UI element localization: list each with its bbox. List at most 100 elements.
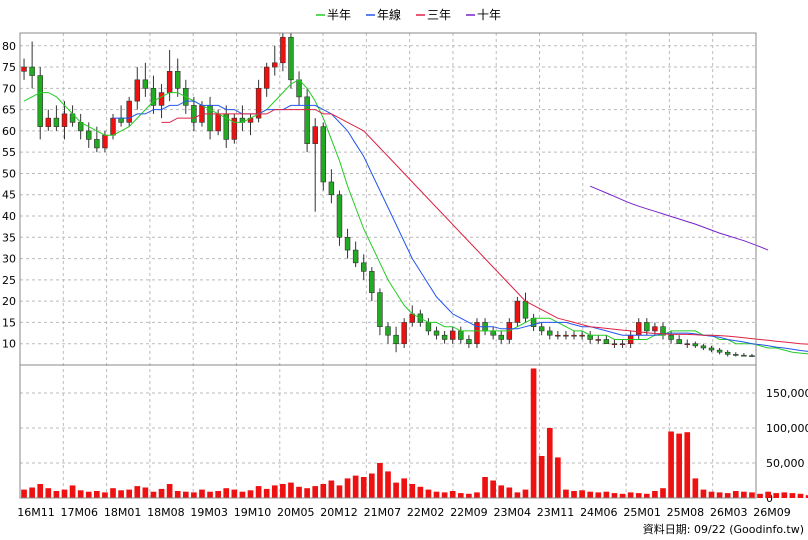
candle-body [466, 339, 472, 345]
volume-bar [595, 492, 602, 498]
candle-body [716, 349, 723, 353]
candle-body [474, 322, 480, 345]
x-tick-label: 25M08 [667, 506, 705, 519]
candle-body [86, 130, 92, 140]
ma-year-line [113, 100, 808, 352]
candle-body [393, 334, 399, 345]
volume-bar [344, 478, 351, 498]
candle-body [328, 181, 335, 196]
candle-body [595, 339, 602, 341]
volume-panel-frame [19, 364, 757, 499]
volume-tick-label: 50,000 [766, 457, 805, 470]
candle-body [312, 126, 318, 144]
x-tick-label: 26M09 [753, 506, 791, 519]
price-tick-label: 25 [2, 274, 16, 287]
candle-body [37, 75, 43, 127]
volume-bar [328, 480, 335, 498]
candle-body [668, 334, 674, 340]
volume-tick-label: 100,000 [766, 422, 808, 435]
price-tick-label: 60 [2, 125, 16, 138]
volume-bar [684, 432, 691, 498]
volume-bar [239, 491, 246, 498]
moving-average-lines [23, 79, 808, 355]
volume-bar [441, 492, 448, 498]
volume-bar [571, 491, 577, 498]
volume-bar [247, 490, 254, 498]
volume-bar [110, 488, 116, 498]
volume-bar [546, 428, 553, 498]
volume-bar [142, 487, 149, 498]
x-axis: 16M11 17M06 18M01 18M08 19M03 19M10 20M05 20M12… [17, 506, 791, 519]
legend: 半年 年線 三年 十年 [316, 7, 501, 22]
volume-bar [255, 486, 262, 498]
volume-bar [619, 493, 626, 498]
volume-bar [37, 484, 44, 498]
candle-body [538, 326, 545, 332]
volume-bar [215, 491, 221, 498]
price-tick-label: 65 [2, 104, 16, 117]
volume-bar [304, 488, 310, 498]
volume-bar [320, 484, 327, 498]
x-tick-label: 25M01 [623, 506, 661, 519]
candle-body [458, 330, 464, 340]
volume-bar [393, 482, 399, 498]
candle-body [280, 36, 286, 64]
x-tick-label: 20M05 [277, 506, 315, 519]
volume-bar [223, 488, 230, 498]
volume-bar [692, 478, 699, 498]
candle-body [126, 100, 132, 123]
price-axis: 10 15 20 25 30 35 40 45 50 55 60 65 70 75 80 [2, 40, 16, 351]
x-tick-label: 19M03 [190, 506, 228, 519]
volume-bar [652, 491, 658, 498]
volume-bar [94, 491, 100, 498]
volume-bar [312, 486, 319, 498]
volume-bar [789, 493, 796, 498]
volume-bar [498, 485, 505, 498]
candle-body [385, 326, 391, 336]
candle-body [676, 339, 682, 345]
candle-body [361, 262, 367, 272]
volume-bar [773, 493, 780, 498]
candle-body [652, 326, 658, 332]
volume-bar [522, 489, 529, 498]
candle-body [547, 330, 553, 336]
x-tick-label: 24M06 [580, 506, 618, 519]
price-tick-label: 30 [2, 253, 16, 266]
price-grid [19, 33, 757, 498]
price-tick-label: 40 [2, 210, 16, 223]
price-tick-label: 15 [2, 316, 16, 329]
volume-bar [150, 491, 157, 498]
price-tick-label: 35 [2, 231, 16, 244]
price-tick-label: 70 [2, 82, 16, 95]
volume-bar [199, 489, 205, 498]
volume-bar [69, 485, 76, 498]
candle-body [255, 88, 262, 119]
volume-bar [530, 368, 537, 498]
candle-body [603, 339, 610, 345]
candle-body [158, 92, 165, 106]
candle-body [741, 354, 747, 357]
volume-bar [765, 491, 771, 498]
volume-bar [174, 491, 181, 498]
legend-label-2: 三年 [427, 8, 451, 22]
volume-bar [482, 477, 488, 498]
volume-bar [385, 471, 391, 498]
candle-body [296, 79, 302, 98]
candle-body [749, 355, 755, 357]
candle-body [142, 79, 149, 89]
volume-bar [474, 492, 480, 498]
candle-body [563, 334, 569, 337]
candle-body [352, 249, 359, 264]
volume-bar [29, 487, 35, 498]
candle-body [53, 117, 60, 127]
candle-body [490, 330, 496, 336]
ma-ten-year-line [590, 185, 769, 251]
volume-bar [45, 488, 52, 498]
volume-bar [708, 491, 715, 498]
volume-bar [417, 486, 424, 498]
volume-bar [352, 475, 359, 498]
candle-body [433, 330, 440, 336]
volume-bar [781, 492, 788, 498]
candle-body [514, 300, 521, 323]
